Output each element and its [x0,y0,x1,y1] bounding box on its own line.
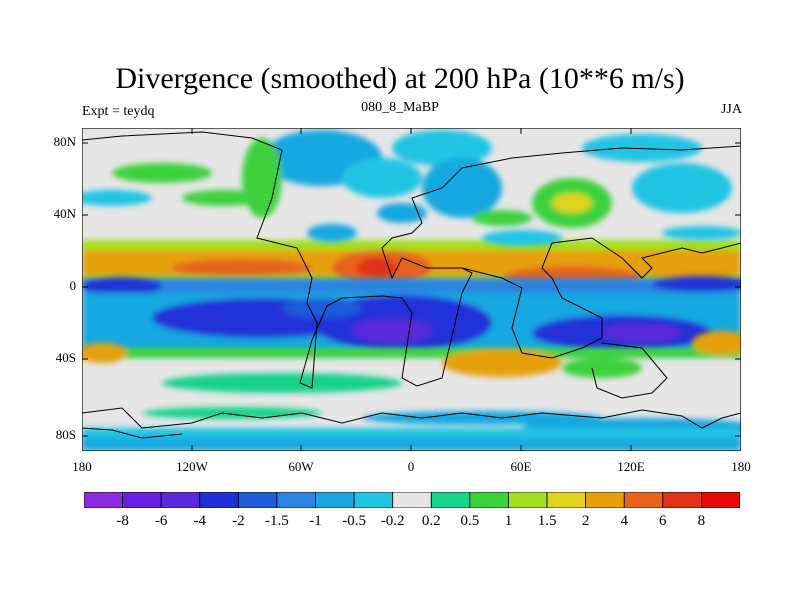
lon-label-60e: 60E [510,459,532,474]
colorbar-label: 1 [504,513,513,529]
lon-label-180w: 180 [72,459,92,474]
colorbar-swatch [276,492,316,508]
colorbar-label: -4 [193,513,207,529]
divergence-map [82,128,741,451]
colorbar-swatch [623,492,664,508]
colorbar-label: 0.5 [460,513,480,529]
lon-label-120w: 120W [176,459,208,474]
colorbar-label: 0.2 [421,513,441,529]
lat-label-eq: 0 [69,278,77,293]
lat-ticks [82,142,741,437]
colorbar [84,492,740,508]
colorbar-swatch [84,492,123,508]
colorbar-label: 6 [659,513,667,529]
colorbar-swatch [701,492,740,508]
colorbar-swatch [585,492,625,508]
lat-label-80n: 80N [53,134,76,149]
colorbar-swatch [392,492,432,508]
colorbar-label: -6 [154,513,168,529]
lon-label-0: 0 [407,459,415,474]
period-label: 080_8_MaBP [361,100,439,115]
colorbar-swatch [546,492,587,508]
plot-title: Divergence (smoothed) at 200 hPa (10**6 … [115,62,685,95]
coastlines [82,131,741,439]
lon-label-180e: 180 [731,459,751,474]
lat-label-80s: 80S [55,427,76,442]
season-label: JJA [720,102,742,117]
colorbar-label: -8 [116,513,129,529]
experiment-label: Expt = teydq [82,104,155,119]
colorbar-label: -0.2 [380,513,405,529]
lat-label-40n: 40N [53,206,76,221]
lon-label-60w: 60W [288,459,314,474]
colorbar-label: 8 [697,513,706,529]
lat-label-40s: 40S [55,350,76,365]
colorbar-label: 2 [581,513,590,529]
colorbar-swatch [469,492,509,508]
northern-features [82,130,741,246]
colorbar-label: -2 [232,513,245,529]
colorbar-swatch [430,492,471,508]
colorbar-label: -1.5 [265,513,289,529]
colorbar-swatch [508,492,548,508]
lon-ticks [191,128,632,451]
colorbar-swatch [662,492,702,508]
colorbar-swatch [199,492,239,508]
colorbar-swatch [353,492,394,508]
lon-label-120e: 120E [617,459,645,474]
colorbar-label: 4 [620,513,628,529]
colorbar-label: -1 [309,513,322,529]
colorbar-label: -0.5 [342,513,366,529]
colorbar-swatch [237,492,278,508]
colorbar-swatch [122,492,162,508]
colorbar-swatch [315,492,355,508]
colorbar-swatch [160,492,201,508]
colorbar-label: 1.5 [537,513,557,529]
